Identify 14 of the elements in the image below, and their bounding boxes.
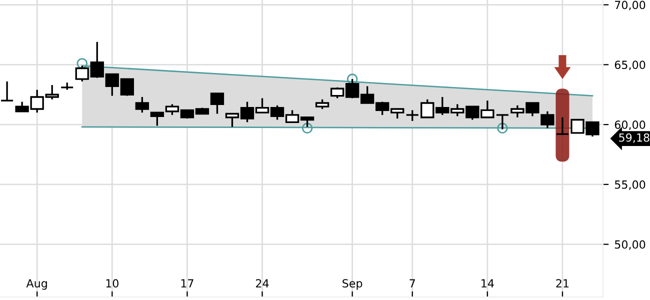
x-tick-label: Sep — [342, 279, 362, 290]
x-tick-label: 17 — [181, 279, 194, 288]
x-tick-label: Aug — [26, 279, 47, 290]
y-tick-label: 70,00 — [615, 0, 646, 10]
x-tick-label: 10 — [106, 279, 118, 288]
x-tick-label: 21 — [556, 279, 569, 288]
x-tick-label: 24 — [256, 279, 269, 288]
text: 59,18 — [619, 133, 650, 143]
y-tick-label: 50,00 — [614, 240, 646, 250]
x-tick-label: 7 — [410, 279, 415, 288]
y-tick-label: 60,00 — [614, 120, 646, 130]
y-tick-label: 55,00 — [614, 180, 646, 190]
y-tick-label: 65,00 — [614, 60, 646, 70]
x-tick-label: 14 — [482, 279, 494, 288]
